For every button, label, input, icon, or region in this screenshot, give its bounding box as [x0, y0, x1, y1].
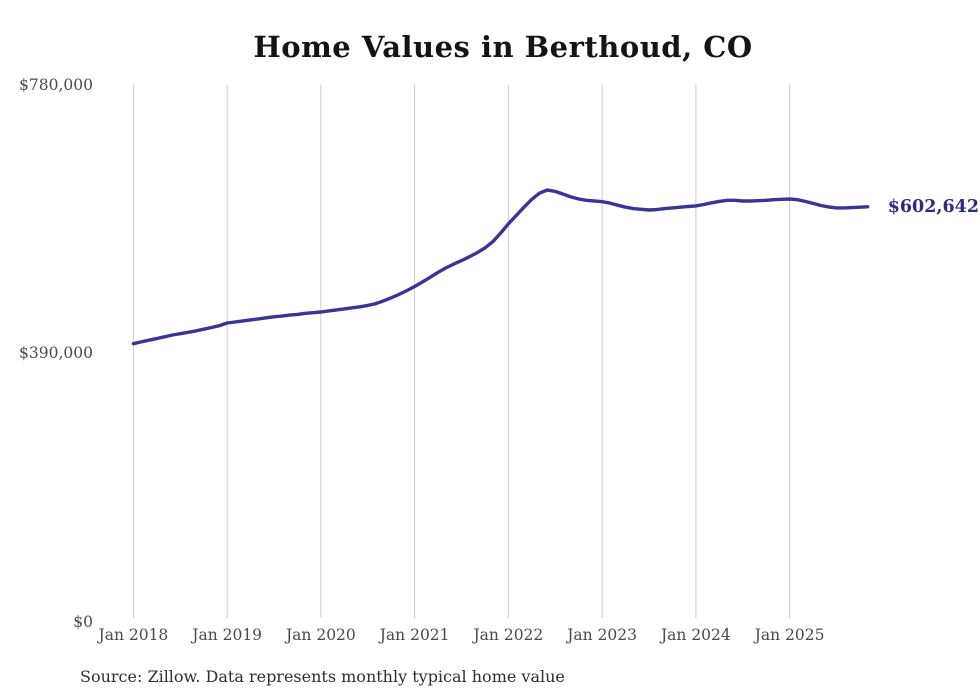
- x-axis-tick-label: Jan 2019: [192, 626, 263, 644]
- x-axis-tick-label: Jan 2022: [473, 626, 544, 644]
- chart-title: Home Values in Berthoud, CO: [253, 30, 753, 64]
- latest-value-label: $602,642: [887, 196, 980, 217]
- y-axis-tick-label: $390,000: [19, 344, 93, 363]
- y-axis-tick-label: $780,000: [19, 75, 93, 94]
- x-axis-tick-label: Jan 2018: [98, 626, 169, 644]
- x-axis-tick-label: Jan 2023: [567, 626, 638, 644]
- source-note: Source: Zillow. Data represents monthly …: [80, 667, 565, 686]
- x-axis-tick-label: Jan 2024: [660, 626, 731, 644]
- y-axis-tick-label: $0: [73, 613, 93, 631]
- home-value-line: [131, 188, 870, 346]
- x-axis-tick-label: Jan 2025: [754, 626, 825, 644]
- x-axis-tick-label: Jan 2020: [285, 626, 356, 644]
- x-axis-tick-label: Jan 2021: [379, 626, 450, 644]
